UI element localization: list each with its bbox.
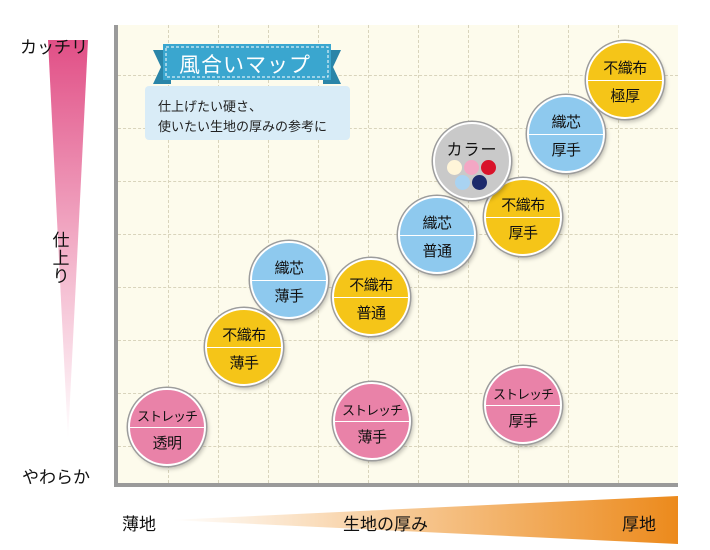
color-item-label: カラー bbox=[446, 140, 498, 159]
item-nonwoven-thin[interactable]: 不織布 薄手 bbox=[205, 308, 283, 386]
note-box bbox=[145, 86, 350, 140]
item-nonwoven-normal[interactable]: 不織布 普通 bbox=[332, 258, 410, 336]
x-axis-right-label: 厚地 bbox=[622, 515, 656, 535]
x-axis-middle-label: 生地の厚み bbox=[343, 515, 428, 535]
x-axis-line bbox=[114, 483, 678, 487]
item-grade: 極厚 bbox=[588, 80, 662, 117]
item-category: 不織布 bbox=[222, 326, 266, 344]
item-nonwoven-extra[interactable]: 不織布 極厚 bbox=[586, 41, 664, 119]
item-category: 不織布 bbox=[501, 196, 545, 214]
y-axis-middle-label: 仕 上 り bbox=[52, 231, 70, 287]
y-axis-bottom-label: やわらか bbox=[22, 468, 90, 488]
x-axis-gradient bbox=[170, 496, 678, 544]
color-swatch-light-blue bbox=[455, 175, 470, 190]
note-line-1: 仕上げたい硬さ、 bbox=[158, 100, 263, 115]
note-line-2: 使いたい生地の厚みの参考に bbox=[158, 120, 328, 135]
item-grade: 薄手 bbox=[207, 347, 281, 384]
item-grade: 厚手 bbox=[529, 134, 603, 171]
item-woven-thin[interactable]: 織芯 薄手 bbox=[250, 241, 328, 319]
item-category: ストレッチ bbox=[341, 404, 403, 419]
item-nonwoven-thick[interactable]: 不織布 厚手 bbox=[484, 178, 562, 256]
item-woven-thick[interactable]: 織芯 厚手 bbox=[527, 95, 605, 173]
item-grade: 薄手 bbox=[252, 280, 326, 317]
item-category: 織芯 bbox=[274, 259, 304, 277]
item-category: ストレッチ bbox=[136, 410, 198, 425]
y-axis-line bbox=[114, 25, 118, 487]
color-swatch-cream bbox=[447, 160, 462, 175]
item-stretch-thick[interactable]: ストレッチ 厚手 bbox=[484, 366, 562, 444]
item-stretch-thin[interactable]: ストレッチ 薄手 bbox=[333, 382, 411, 460]
color-swatch-red bbox=[481, 160, 496, 175]
item-grade: 厚手 bbox=[486, 405, 560, 442]
color-swatch-pink bbox=[464, 160, 479, 175]
title-ribbon bbox=[153, 44, 341, 84]
item-category: 不織布 bbox=[349, 276, 393, 294]
x-axis-left-label: 薄地 bbox=[122, 515, 156, 535]
item-category: ストレッチ bbox=[492, 388, 554, 403]
y-axis-top-label: カッチリ bbox=[20, 38, 88, 58]
map-title: 風合いマップ bbox=[179, 53, 311, 77]
item-category: 織芯 bbox=[422, 214, 452, 232]
item-category: 織芯 bbox=[551, 113, 581, 131]
item-grade: 普通 bbox=[334, 297, 408, 334]
item-woven-normal[interactable]: 織芯 普通 bbox=[398, 196, 476, 274]
item-stretch-clear[interactable]: ストレッチ 透明 bbox=[128, 388, 206, 466]
item-grade: 普通 bbox=[400, 235, 474, 272]
y-axis-gradient bbox=[48, 40, 88, 440]
item-grade: 薄手 bbox=[335, 421, 409, 458]
item-category: 不織布 bbox=[603, 59, 647, 77]
item-grade: 透明 bbox=[130, 427, 204, 464]
item-grade: 厚手 bbox=[486, 217, 560, 254]
item-color[interactable]: カラー bbox=[433, 122, 511, 200]
color-swatch-navy bbox=[472, 175, 487, 190]
